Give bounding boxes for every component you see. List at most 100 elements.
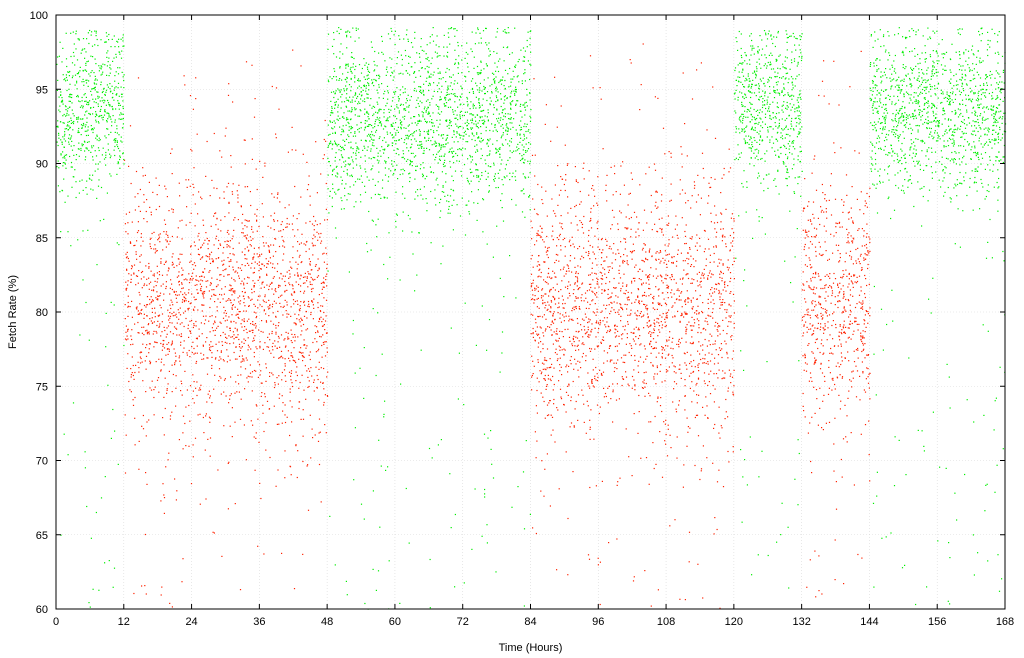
data-point — [460, 96, 462, 98]
data-point — [411, 165, 413, 167]
data-point — [407, 94, 409, 96]
data-point — [243, 278, 246, 280]
data-point — [237, 197, 239, 199]
data-point — [764, 85, 766, 87]
data-point — [374, 157, 376, 159]
data-point — [333, 76, 335, 78]
data-point — [438, 108, 440, 110]
data-point — [973, 152, 975, 154]
data-point — [431, 457, 433, 459]
data-point — [386, 118, 388, 120]
data-point — [366, 97, 368, 99]
data-point — [956, 179, 958, 181]
data-point — [923, 108, 926, 110]
data-point — [896, 158, 898, 161]
data-point — [442, 137, 444, 139]
data-point — [343, 208, 345, 210]
data-point — [458, 126, 460, 128]
data-point — [114, 75, 116, 77]
data-point — [742, 83, 744, 86]
data-point — [925, 155, 927, 157]
data-point — [330, 91, 333, 93]
data-point — [414, 116, 416, 118]
data-point — [870, 141, 872, 143]
data-point — [107, 384, 109, 386]
data-point — [94, 75, 96, 77]
data-point — [471, 159, 474, 161]
data-point — [403, 158, 406, 160]
data-point — [438, 142, 440, 145]
data-point — [117, 73, 120, 75]
data-point — [994, 33, 996, 35]
data-point — [87, 129, 89, 131]
data-point — [488, 55, 490, 57]
data-point — [436, 153, 438, 155]
data-point — [238, 355, 241, 357]
data-point — [84, 69, 87, 71]
data-point — [105, 137, 107, 139]
data-point — [329, 142, 331, 144]
data-point — [339, 145, 342, 147]
data-point — [405, 55, 407, 57]
data-point — [459, 118, 461, 120]
data-point — [447, 106, 450, 108]
data-point — [879, 122, 882, 125]
data-point — [744, 142, 746, 145]
data-point — [402, 186, 404, 188]
data-point — [434, 51, 436, 53]
data-point — [995, 138, 997, 140]
data-point — [357, 79, 359, 81]
data-point — [454, 95, 456, 97]
data-point — [396, 106, 398, 108]
data-point — [894, 34, 896, 36]
data-point — [504, 168, 506, 170]
data-point — [909, 79, 911, 81]
data-point — [339, 91, 341, 93]
data-point — [96, 134, 98, 136]
data-point — [737, 76, 739, 78]
data-point — [461, 154, 463, 156]
data-point — [872, 46, 874, 48]
data-point — [342, 125, 344, 127]
data-point — [391, 124, 393, 126]
data-point — [68, 96, 70, 98]
data-point — [936, 132, 938, 134]
data-point — [401, 58, 403, 61]
data-point — [787, 128, 789, 130]
data-point — [378, 77, 380, 80]
data-point — [786, 49, 788, 51]
data-point — [339, 117, 341, 120]
data-point — [499, 153, 501, 156]
data-point — [373, 85, 375, 87]
data-point — [751, 141, 753, 143]
data-point — [287, 338, 289, 340]
data-point — [77, 131, 79, 134]
data-point — [92, 131, 94, 134]
data-point — [90, 151, 92, 153]
data-point — [342, 146, 344, 148]
data-point — [442, 186, 444, 188]
data-point — [790, 59, 793, 61]
data-point — [253, 356, 255, 358]
data-point — [1003, 144, 1005, 147]
data-point — [952, 159, 954, 161]
data-point — [399, 602, 401, 604]
data-point — [949, 82, 951, 84]
data-point — [975, 99, 977, 101]
data-point — [754, 123, 756, 125]
data-point — [352, 319, 354, 322]
data-point — [84, 130, 86, 132]
data-point — [876, 90, 878, 92]
data-point — [340, 89, 342, 91]
data-point — [107, 50, 109, 52]
data-point — [884, 119, 886, 121]
data-point — [498, 122, 500, 124]
data-point — [509, 255, 511, 257]
data-point — [992, 129, 994, 131]
data-point — [341, 131, 343, 133]
data-point — [999, 81, 1001, 83]
data-point — [113, 99, 115, 101]
data-point — [477, 73, 479, 76]
data-point — [764, 100, 766, 102]
data-point — [329, 190, 331, 192]
